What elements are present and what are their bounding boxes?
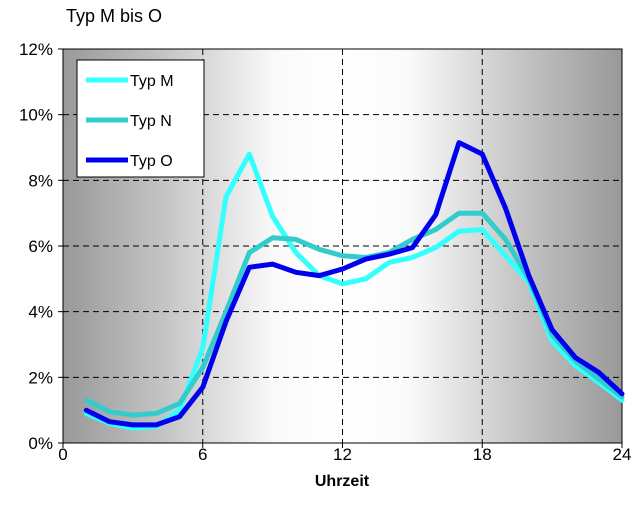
y-tick-label: 12% [19, 40, 53, 59]
y-tick-label: 6% [28, 237, 53, 256]
series-line-typ-o [83, 140, 625, 428]
x-tick-label: 6 [198, 445, 207, 464]
x-tick-label: 18 [473, 445, 492, 464]
x-axis-label: Uhrzeit [315, 473, 370, 490]
axis-labels: 0% 2% 4% 6% 8% 10% 12% 0 6 12 18 24 [19, 40, 631, 464]
series-lines [83, 140, 625, 431]
y-tick-label: 2% [28, 368, 53, 387]
x-tick-label: 12 [333, 445, 352, 464]
chart-title: Typ M bis O [66, 6, 163, 26]
legend-label: Typ O [130, 153, 173, 170]
legend-label: Typ N [130, 113, 172, 130]
x-tick-label: 24 [613, 445, 632, 464]
legend: Typ M Typ N Typ O [76, 59, 205, 178]
y-tick-label: 4% [28, 303, 53, 322]
legend-items: Typ M Typ N Typ O [86, 73, 174, 170]
legend-label: Typ M [130, 73, 174, 90]
y-tick-label: 10% [19, 106, 53, 125]
y-tick-label: 8% [28, 171, 53, 190]
y-tick-label: 0% [28, 434, 53, 453]
x-tick-label: 0 [58, 445, 67, 464]
